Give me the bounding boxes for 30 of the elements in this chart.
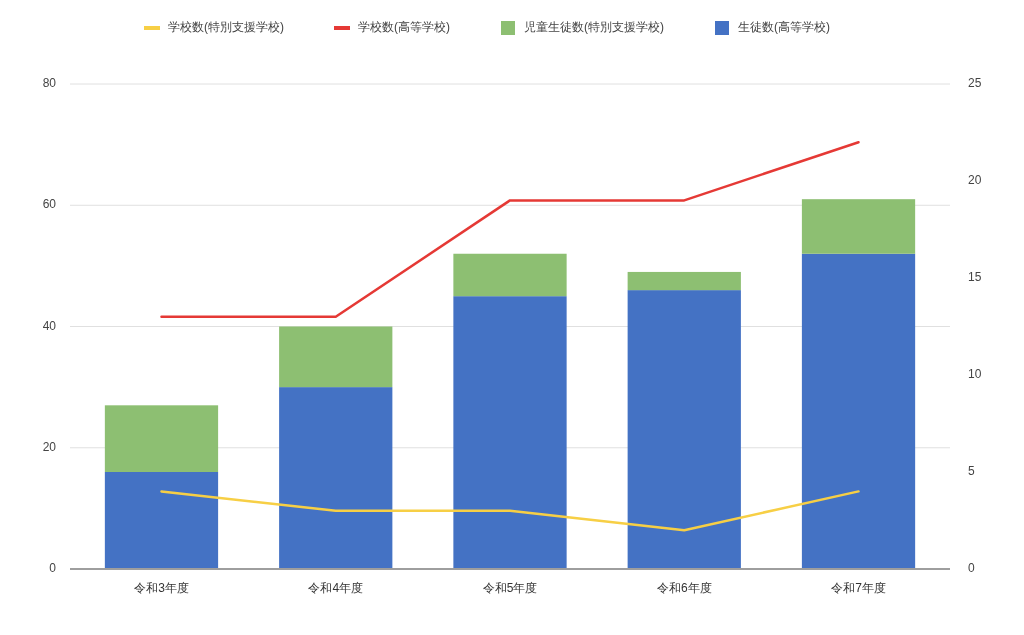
bar (801, 199, 916, 254)
x-tick-label: 令和6年度 (656, 581, 712, 596)
y2-tick-label: 5 (968, 464, 975, 479)
bar (627, 271, 741, 291)
legend-label: 学校数(特別支援学校) (168, 20, 284, 35)
y2-tick-label: 25 (968, 76, 982, 91)
y-tick-label: 0 (49, 561, 57, 576)
x-tick-label: 令和7年度 (831, 581, 886, 596)
x-tick-label: 令和3年度 (134, 581, 189, 596)
x-tick-label: 令和5年度 (482, 581, 538, 596)
bar (627, 290, 741, 569)
x-tick-label: 令和4年度 (308, 581, 364, 596)
y-tick-label: 60 (42, 197, 57, 212)
y2-tick-label: 0 (968, 561, 975, 576)
legend-label: 生徒数(高等学校) (738, 20, 830, 35)
bar (104, 472, 219, 569)
y-tick-label: 80 (42, 76, 57, 91)
legend-label: 児童生徒数(特別支援学校) (524, 20, 664, 35)
y-tick-label: 20 (42, 439, 57, 454)
bar (279, 387, 393, 569)
y2-tick-label: 10 (968, 367, 982, 382)
bar (104, 405, 219, 472)
bar (801, 253, 916, 569)
bar (279, 326, 393, 388)
bar (453, 296, 567, 569)
y2-tick-label: 15 (968, 270, 982, 285)
bar (453, 253, 567, 297)
y-tick-label: 40 (42, 318, 57, 333)
legend-label: 学校数(高等学校) (358, 20, 450, 35)
y2-tick-label: 20 (968, 173, 982, 188)
